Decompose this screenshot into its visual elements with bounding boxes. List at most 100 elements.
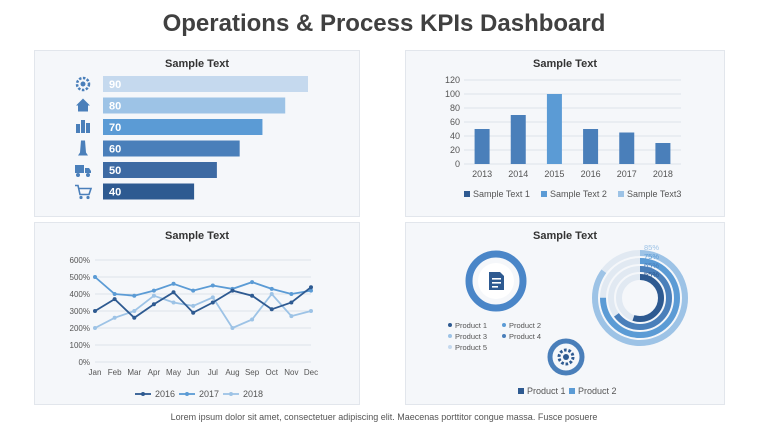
radial-label: 75% (644, 252, 659, 261)
gear-ring (547, 338, 585, 376)
x-tick-label: 2013 (472, 169, 492, 179)
y-tick-label: 80 (450, 103, 460, 113)
gear-icon-teeth (75, 76, 91, 92)
cart-icon-basket (75, 184, 93, 196)
x-tick-label: Apr (148, 368, 161, 377)
hbar (103, 162, 217, 178)
legend-dot (448, 345, 452, 349)
document-icon-page (489, 272, 504, 290)
bar (583, 129, 599, 164)
legend-label: 2017 (199, 389, 219, 399)
data-point (191, 303, 196, 308)
tower-icon (78, 140, 88, 156)
y-tick-label: 300% (70, 307, 90, 316)
data-point (230, 288, 235, 293)
hbar (103, 97, 286, 114)
data-point (250, 280, 255, 285)
hbar (103, 119, 263, 135)
panel-vertical-bars: Sample Text 0 20 40 60 80 100 120 2013 2014 2015 2… (405, 50, 725, 217)
data-point (151, 302, 156, 307)
data-point (210, 295, 215, 300)
series-line (94, 276, 312, 297)
legend-dot (502, 323, 506, 327)
gear-icon-hub (563, 354, 569, 360)
horizontal-bar-chart: 90 80 70 60 50 40 (75, 76, 308, 200)
buildings-icon-right (86, 123, 90, 133)
data-point (151, 288, 156, 293)
x-tick-label: Oct (266, 368, 279, 377)
data-point (132, 315, 137, 320)
panel-line-chart: Sample Text 0% 100% 200% 300% 400% 500% 600% Ja… (34, 222, 360, 405)
y-tick-label: 500% (70, 273, 90, 282)
data-point (171, 281, 176, 286)
y-tick-label: 100 (445, 89, 460, 99)
y-tick-label: 60 (450, 117, 460, 127)
hbar-label: 40 (109, 187, 121, 199)
document-icon (489, 272, 504, 290)
legend-label: Product 1 (527, 386, 566, 396)
hbar-label: 70 (109, 122, 121, 134)
legend-label: Sample Text3 (627, 189, 681, 199)
data-point (309, 309, 313, 313)
y-tick-label: 600% (70, 256, 90, 265)
truck-icon-cab (85, 168, 91, 173)
page-title: Operations & Process KPIs Dashboard (162, 10, 606, 37)
legend-dot (448, 323, 452, 327)
legend-label: Product 1 (455, 321, 487, 330)
legend-dot (448, 334, 452, 338)
legend-label: Product 5 (455, 343, 487, 352)
y-tick-label: 0% (78, 358, 90, 367)
legend-dot (502, 334, 506, 338)
bar (546, 94, 562, 164)
data-point (132, 309, 137, 313)
y-tick-label: 120 (445, 75, 460, 85)
x-tick-label: 2018 (653, 169, 673, 179)
data-point (93, 326, 97, 330)
x-tick-label: May (166, 368, 181, 377)
document-icon-line (492, 278, 501, 280)
legend-label: Sample Text 2 (550, 189, 607, 199)
legend-marker (141, 392, 145, 396)
y-tick-label: 0 (455, 159, 460, 169)
legend-marker (229, 392, 233, 396)
data-point (171, 300, 176, 305)
legend-label: Product 2 (509, 321, 541, 330)
data-point (93, 275, 97, 279)
bar (619, 132, 635, 164)
data-point (269, 292, 274, 296)
y-tick-label: 20 (450, 145, 460, 155)
data-point (210, 300, 215, 305)
radial-bar (592, 250, 688, 346)
radial-label: 65% (644, 261, 659, 270)
data-point (151, 293, 156, 298)
home-icon (76, 98, 90, 112)
data-point (112, 292, 117, 296)
hbar-label: 60 (109, 144, 121, 156)
x-tick-label: Feb (108, 368, 122, 377)
line-chart: 0% 100% 200% 300% 400% 500% 600% Jan Feb Mar Apr Ma… (70, 256, 319, 399)
gear-icon (557, 348, 575, 366)
bar (510, 115, 526, 164)
data-point (250, 317, 255, 322)
panel-title: Sample Text (533, 230, 597, 242)
radial-label: 85% (644, 243, 659, 252)
x-tick-label: 2014 (508, 169, 528, 179)
x-tick-label: Nov (284, 368, 298, 377)
data-point (171, 290, 176, 295)
cart-icon (75, 184, 93, 200)
data-point (210, 283, 215, 288)
truck-icon-box (75, 165, 84, 173)
x-tick-label: Jun (187, 368, 200, 377)
data-point (309, 288, 313, 293)
legend-label: 2016 (155, 389, 175, 399)
donut-charts: Product 1 Product 2 Product 3 Product 4 Prod… (448, 243, 688, 396)
hbar (103, 140, 240, 157)
buildings-icon-left (76, 124, 80, 133)
legend-label: Sample Text 1 (473, 189, 530, 199)
x-tick-label: 2016 (581, 169, 601, 179)
hbar-label: 50 (109, 165, 121, 177)
legend-label: Product 4 (509, 332, 541, 341)
data-point (289, 300, 294, 305)
data-point (191, 310, 196, 315)
